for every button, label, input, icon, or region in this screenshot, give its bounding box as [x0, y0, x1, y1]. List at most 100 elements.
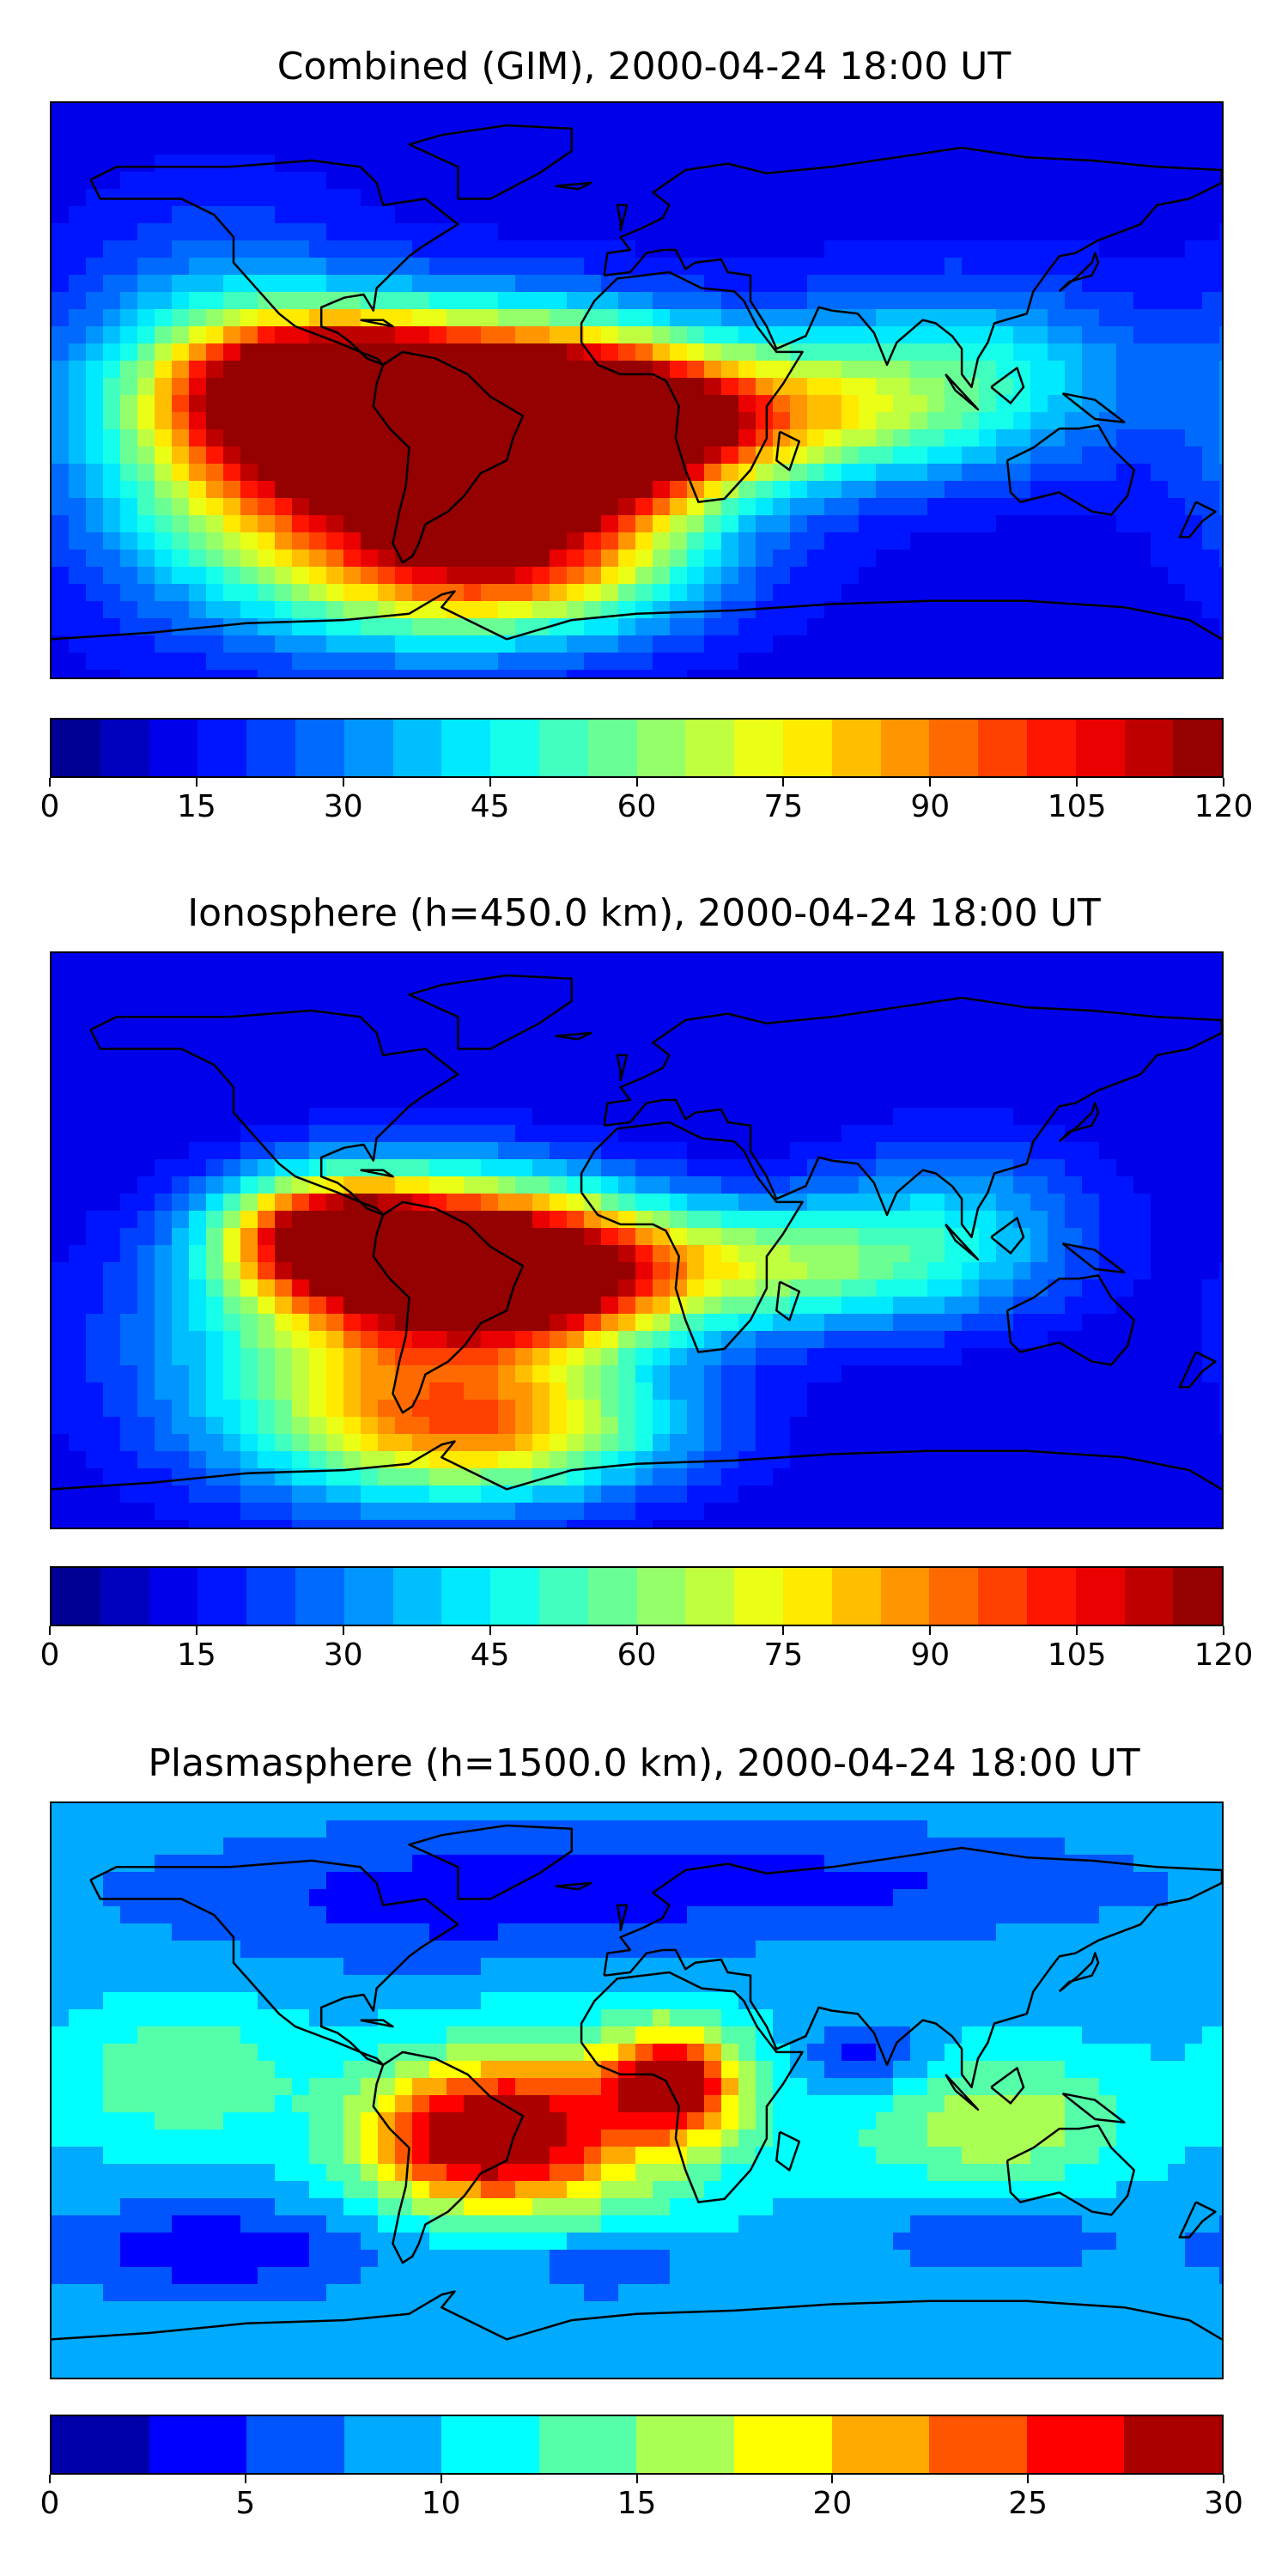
colorbar-segment — [392, 1568, 442, 1625]
heatmap-cell — [378, 395, 396, 413]
heatmap-cell — [756, 361, 774, 379]
heatmap-cell — [378, 240, 396, 258]
heatmap-cell — [155, 1279, 173, 1297]
heatmap-cell — [876, 240, 894, 258]
heatmap-cell — [859, 1039, 877, 1057]
heatmap-cell — [120, 103, 138, 121]
colorbar-segment — [1173, 1568, 1223, 1625]
heatmap-cell — [1099, 1228, 1117, 1246]
heatmap-cell — [86, 155, 104, 173]
heatmap-cell — [189, 258, 207, 276]
heatmap-cell — [927, 1142, 945, 1160]
heatmap-cell — [361, 987, 379, 1005]
heatmap-cell — [567, 223, 585, 241]
heatmap-cell — [927, 1073, 945, 1091]
heatmap-cell — [258, 240, 276, 258]
heatmap-cell — [687, 326, 705, 344]
heatmap-cell — [52, 1194, 70, 1212]
heatmap-cell — [206, 498, 224, 516]
heatmap-cell — [343, 1520, 361, 1528]
heatmap-cell — [859, 1056, 877, 1074]
heatmap-cell — [447, 1142, 465, 1160]
heatmap-cell — [1151, 1820, 1169, 1838]
heatmap-cell — [807, 1142, 825, 1160]
heatmap-cell — [704, 137, 722, 155]
heatmap-cell — [807, 395, 825, 413]
heatmap-cell — [945, 1039, 963, 1057]
heatmap-cell — [1030, 532, 1048, 550]
colorbar-segment — [52, 720, 100, 776]
heatmap-cell — [292, 189, 310, 207]
heatmap-cell — [86, 1279, 104, 1297]
heatmap-cell — [120, 223, 138, 241]
heatmap-cell — [532, 1417, 550, 1435]
heatmap-cell — [601, 1005, 619, 1023]
heatmap-cell — [155, 1005, 173, 1023]
heatmap-cell — [223, 1520, 241, 1528]
heatmap-cell — [378, 515, 396, 533]
heatmap-cell — [567, 1314, 585, 1332]
heatmap-cell — [1030, 1108, 1048, 1126]
heatmap-cell — [86, 1005, 104, 1023]
heatmap-cell — [807, 550, 825, 568]
heatmap-cell — [69, 532, 87, 550]
heatmap-cell — [395, 1838, 413, 1856]
heatmap-cell — [859, 1005, 877, 1023]
heatmap-cell — [1168, 1073, 1186, 1091]
heatmap-cell — [979, 1262, 997, 1280]
heatmap-cell — [1168, 464, 1186, 482]
heatmap-cell — [910, 515, 928, 533]
heatmap-cell — [309, 1262, 327, 1280]
heatmap-cell — [1065, 1400, 1083, 1418]
heatmap-cell — [120, 361, 138, 379]
heatmap-cell — [223, 670, 241, 677]
heatmap-cell — [498, 1468, 516, 1486]
heatmap-cell — [1185, 326, 1203, 344]
heatmap-cell — [1030, 1297, 1048, 1315]
heatmap-cell — [773, 635, 791, 653]
heatmap-cell — [155, 953, 173, 971]
heatmap-cell — [343, 103, 361, 121]
heatmap-cell — [893, 275, 911, 293]
heatmap-cell — [326, 1056, 344, 1074]
heatmap-cell — [515, 1331, 533, 1349]
heatmap-cell — [172, 120, 190, 138]
heatmap-cell — [447, 1005, 465, 1023]
heatmap-cell — [1202, 1520, 1220, 1528]
heatmap-cell — [52, 464, 70, 482]
heatmap-cell — [361, 1279, 379, 1297]
heatmap-cell — [258, 1245, 276, 1263]
heatmap-cell — [945, 1314, 963, 1332]
heatmap-cell — [275, 258, 293, 276]
heatmap-cell — [1116, 137, 1134, 155]
heatmap-cell — [52, 550, 70, 568]
heatmap-cell — [137, 1485, 155, 1504]
heatmap-cell — [824, 1142, 842, 1160]
heatmap-cell — [395, 1245, 413, 1263]
heatmap-cell — [1099, 987, 1117, 1005]
heatmap-cell — [1013, 1245, 1031, 1263]
heatmap-cell — [137, 1451, 155, 1469]
heatmap-cell — [172, 1348, 190, 1366]
heatmap-cell — [1168, 1485, 1186, 1504]
heatmap-cell — [1219, 1262, 1222, 1280]
heatmap-cell — [824, 481, 842, 499]
heatmap-cell — [69, 258, 87, 276]
heatmap-cell — [1168, 515, 1186, 533]
heatmap-cell — [841, 1803, 860, 1821]
heatmap-cell — [601, 1056, 619, 1074]
heatmap-cell — [567, 481, 585, 499]
heatmap-cell — [69, 498, 87, 516]
heatmap-cell — [790, 1245, 808, 1263]
heatmap-cell — [738, 1485, 756, 1504]
heatmap-cell — [584, 584, 602, 602]
heatmap-cell — [790, 1228, 808, 1246]
heatmap-cell — [773, 987, 791, 1005]
heatmap-cell — [309, 429, 327, 447]
heatmap-cell — [86, 240, 104, 258]
colorbar-tick-mark — [1076, 1626, 1078, 1635]
heatmap-cell — [223, 447, 241, 465]
heatmap-cell — [1030, 1039, 1048, 1057]
heatmap-cell — [481, 1838, 499, 1856]
heatmap-cell — [756, 1056, 774, 1074]
